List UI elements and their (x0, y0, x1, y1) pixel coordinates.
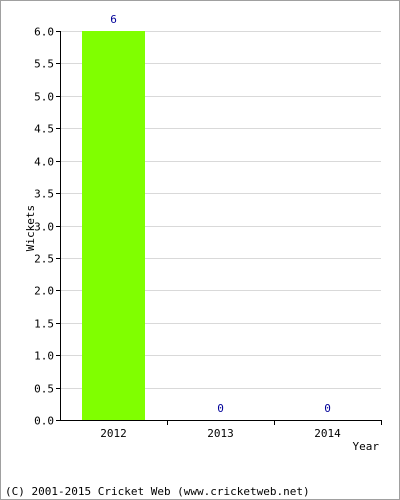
x-tick-label-2012: 2012 (100, 427, 127, 440)
labels: 0.0 0.5 1.0 1.5 2.0 2.5 3.0 3.5 4.0 4.5 5.0 5.5 6.0 6… (34, 13, 341, 440)
y-tick-label: 5.5 (34, 58, 54, 71)
y-tick-label: 1.5 (34, 318, 54, 331)
bars (82, 31, 145, 420)
x-tick-label-2014: 2014 (314, 427, 341, 440)
y-tick-label: 3.5 (34, 188, 54, 201)
x-axis-label: Year (353, 440, 380, 453)
x-tick-label-2013: 2013 (207, 427, 234, 440)
bar-2012 (82, 31, 145, 420)
y-tick-label: 2.5 (34, 253, 54, 266)
data-label-2013: 0 (217, 402, 224, 415)
y-tick-label: 0.5 (34, 383, 54, 396)
y-tick-label: 4.5 (34, 123, 54, 136)
y-axis-label: Wickets (24, 205, 37, 251)
y-tick-label: 5.0 (34, 91, 54, 104)
footer-copyright: (C) 2001-2015 Cricket Web (www.cricketwe… (5, 485, 310, 498)
axes (56, 31, 382, 425)
data-label-2012: 6 (110, 13, 117, 26)
y-tick-label: 2.0 (34, 285, 54, 298)
y-tick-label: 0.0 (34, 415, 54, 428)
y-tick-label: 1.0 (34, 350, 54, 363)
y-tick-label: 4.0 (34, 156, 54, 169)
y-tick-label: 3.0 (34, 221, 54, 234)
y-tick-label: 6.0 (34, 26, 54, 39)
data-label-2014: 0 (324, 402, 331, 415)
